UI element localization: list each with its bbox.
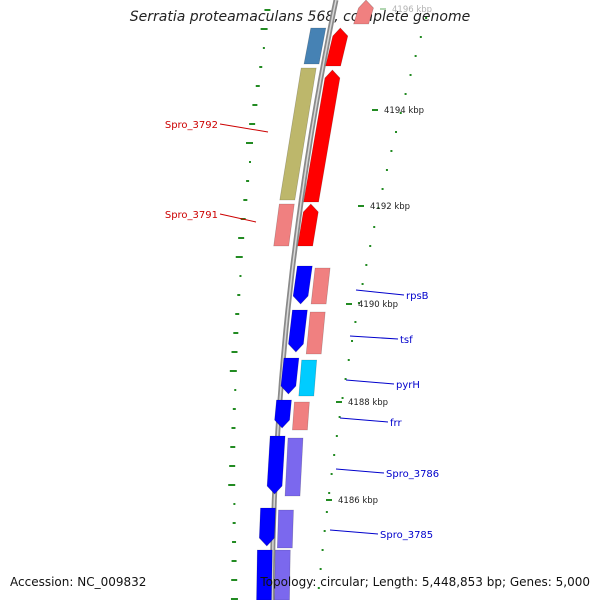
gene-label-right: Spro_3786 (386, 469, 439, 480)
gene-arrow (256, 549, 273, 600)
gene-arrow (310, 267, 331, 305)
gene-label-left: Spro_3792 (165, 120, 218, 131)
kbp-labels: 4196 kbp 4194 kbp 4192 kbp 4190 kbp 4188 kbp… (326, 5, 432, 506)
gene-arrow (353, 0, 374, 25)
gene-arrow (305, 311, 326, 355)
kbp-label: 4196 kbp (392, 5, 432, 15)
gc-skew-ticks (228, 9, 428, 600)
gene-label-right: rpsB (406, 291, 429, 302)
topology-label: Topology: (260, 575, 317, 589)
gene-label-right: tsf (400, 335, 413, 346)
map-title: Serratia proteamaculans 568, complete ge… (129, 9, 471, 25)
gene-arrow (288, 309, 308, 353)
gene-arrow (325, 27, 349, 67)
accession-label: Accession: (10, 575, 74, 589)
gene-label-right: Spro_3785 (380, 530, 433, 541)
length-label: Length: (372, 575, 419, 589)
accession-value: NC_009832 (77, 575, 147, 589)
label-leader (335, 468, 385, 474)
kbp-label: 4186 kbp (338, 496, 378, 506)
gene-arrow (284, 437, 304, 497)
kbp-label: 4190 kbp (358, 300, 398, 310)
gene-arrow (273, 203, 295, 247)
label-leader (219, 213, 257, 223)
gene-arrow (292, 401, 310, 431)
kbp-label: 4194 kbp (384, 106, 424, 116)
gene-arrow (266, 435, 286, 495)
kbp-label: 4188 kbp (348, 398, 388, 408)
kbp-label: 4192 kbp (370, 202, 410, 212)
gene-arrow (303, 27, 327, 65)
gene-label-right: pyrH (396, 380, 420, 391)
gene-arrow (279, 67, 317, 201)
label-leader (329, 529, 379, 535)
length-value: 5,448,853 bp (421, 575, 502, 589)
genome-summary: Topology: circular; Length: 5,448,853 bp… (260, 575, 590, 589)
label-leader (339, 417, 389, 423)
topology-value: circular (320, 575, 365, 589)
label-leader (345, 379, 395, 385)
gene-arrow (292, 265, 313, 305)
gene-features (256, 0, 374, 600)
gene-arrow (276, 509, 294, 549)
accession-info: Accession: NC_009832 (10, 575, 146, 589)
label-leader (219, 123, 269, 133)
genome-backbone (269, 0, 339, 600)
gene-arrow (274, 399, 292, 429)
genes-value: 5,000 (555, 575, 590, 589)
gene-arrow (280, 357, 300, 395)
gene-labels: Spro_3792 Spro_3791 rpsB tsf pyrH frr Spro_378… (165, 120, 439, 541)
gene-arrow (274, 549, 291, 600)
gene-arrow (298, 359, 318, 397)
gene-label-left: Spro_3791 (165, 210, 218, 221)
genes-label: Genes: (509, 575, 552, 589)
gene-arrow (297, 203, 319, 247)
backbone-highlight (271, 0, 337, 600)
label-leader (355, 289, 405, 296)
gene-arrow (303, 69, 341, 203)
label-leader (349, 335, 399, 340)
gene-label-right: frr (390, 418, 402, 429)
gene-arrow (258, 507, 276, 547)
